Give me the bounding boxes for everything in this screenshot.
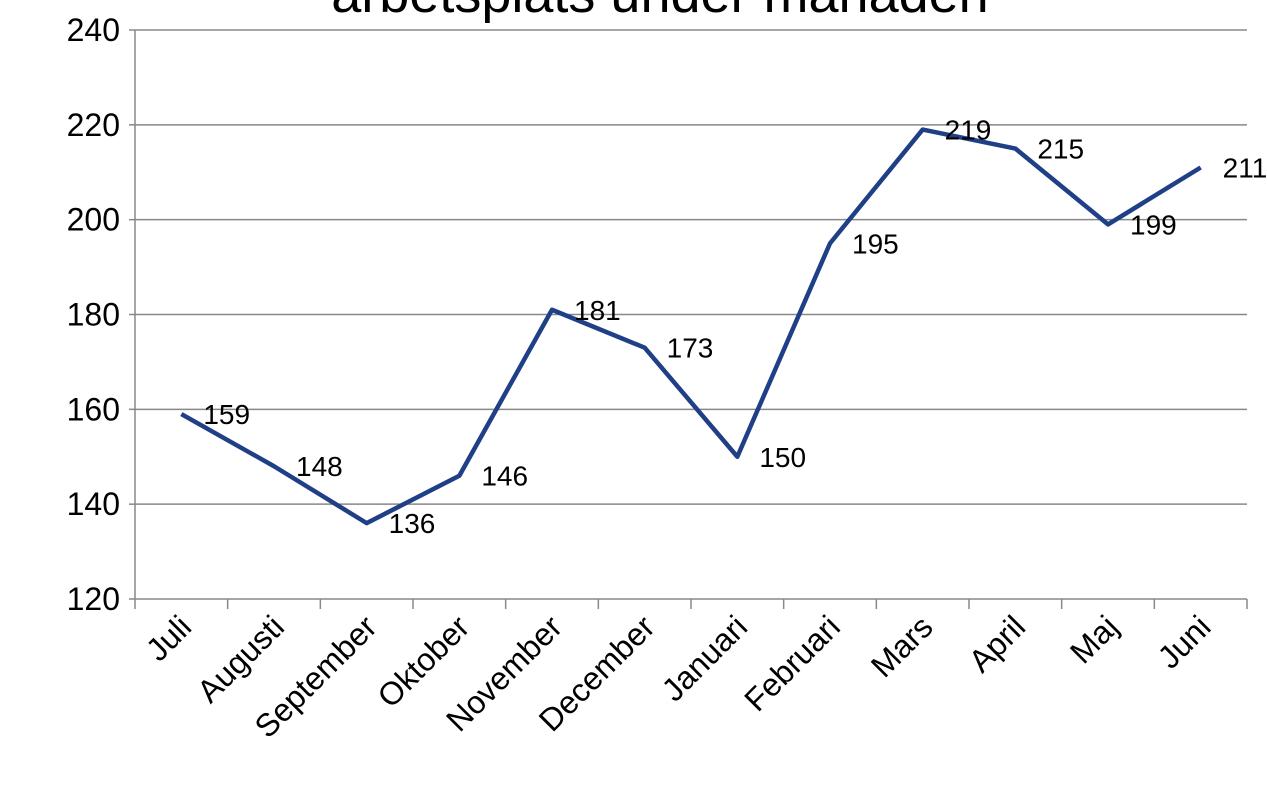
data-label: 195 — [852, 228, 899, 259]
data-label: 215 — [1037, 134, 1084, 165]
data-label: 150 — [759, 442, 806, 473]
data-label: 146 — [481, 461, 528, 492]
x-tick-label: Maj — [1063, 608, 1125, 670]
x-tick-label: April — [962, 608, 1033, 679]
x-tick-label: Juli — [139, 608, 198, 667]
y-tick-label: 240 — [67, 12, 120, 48]
data-label: 219 — [945, 115, 992, 146]
y-tick-label: 120 — [67, 581, 120, 617]
x-tick-label: Juni — [1151, 608, 1218, 675]
data-label: 181 — [574, 295, 621, 326]
y-tick-label: 140 — [67, 486, 120, 522]
y-tick-label: 180 — [67, 297, 120, 333]
line-series — [180, 127, 1202, 526]
data-label: 173 — [667, 333, 714, 364]
y-tick-label: 200 — [67, 202, 120, 238]
data-label: 199 — [1130, 209, 1177, 240]
data-label: 148 — [296, 451, 343, 482]
data-label: 159 — [203, 399, 250, 430]
y-tick-label: 160 — [67, 391, 120, 427]
x-tick-label: Februari — [737, 608, 847, 718]
data-label: 211 — [1223, 153, 1267, 184]
x-tick-label: Mars — [864, 608, 940, 684]
y-tick-label: 220 — [67, 107, 120, 143]
chart-title: arbetsplats under månaden — [331, 0, 988, 24]
data-label: 136 — [389, 508, 436, 539]
